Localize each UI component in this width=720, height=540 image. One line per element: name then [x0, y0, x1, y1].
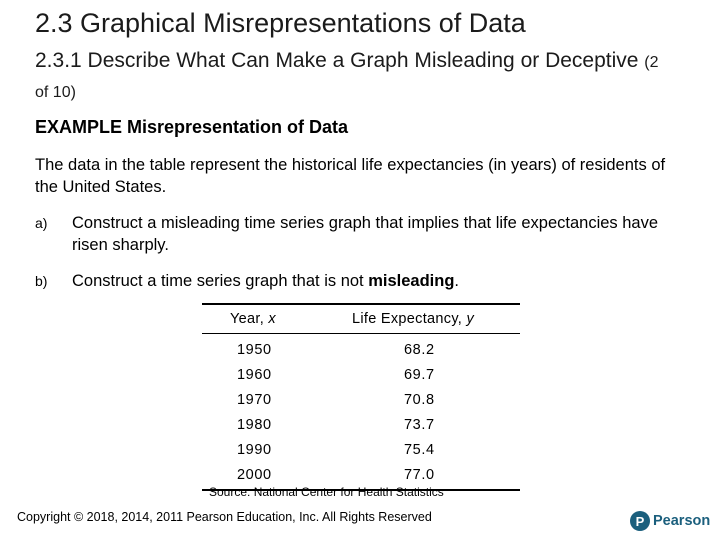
list-item-text-start: Construct a time series graph that is no… [72, 272, 369, 290]
intro-paragraph: The data in the table represent the hist… [35, 156, 666, 196]
table-row: 1980 73.7 [202, 412, 520, 437]
table-row: 1970 70.8 [202, 387, 520, 412]
copyright-notice: Copyright © 2018, 2014, 2011 Pearson Edu… [17, 510, 432, 524]
cell-life-expectancy: 70.8 [404, 391, 435, 408]
header-year: Year, x [202, 311, 308, 327]
table-body: 1950 68.2 1960 69.7 1970 70.8 1980 73.7 1990 75.4… [202, 337, 520, 489]
cell-life-expectancy: 69.7 [404, 366, 435, 383]
pearson-logo-text: Pearson [653, 513, 711, 529]
table-row: 1990 75.4 [202, 437, 520, 462]
table-row: 1950 68.2 [202, 337, 520, 362]
list-item-text-end: . [454, 272, 460, 290]
slide-title: 2.3 Graphical Misrepresentations of Data [35, 8, 526, 38]
list-item-text-bold: misleading [368, 272, 455, 290]
list-item-text: Construct a misleading time series graph… [72, 214, 659, 254]
cell-year: 1970 [237, 391, 272, 408]
cell-year: 1960 [237, 366, 272, 383]
example-heading: EXAMPLE Misrepresentation of Data [35, 117, 349, 137]
header-year-label: Year, [230, 311, 265, 327]
cell-year: 2000 [237, 466, 272, 483]
header-life-var: y [466, 311, 475, 327]
header-life-expectancy: Life Expectancy, y [308, 311, 520, 327]
cell-life-expectancy: 68.2 [404, 341, 435, 358]
list-marker: a) [35, 215, 48, 231]
table-source: Source: National Center for Health Stati… [209, 485, 444, 499]
list-item-text: Construct a time series graph that is no… [72, 270, 692, 292]
cell-life-expectancy: 75.4 [404, 441, 435, 458]
table-header: Year, x Life Expectancy, y [202, 305, 520, 334]
cell-year: 1990 [237, 441, 272, 458]
table-row: 2000 77.0 [202, 462, 520, 487]
subtitle-page-count: (2 of 10) [35, 54, 659, 101]
slide-subtitle: 2.3.1 Describe What Can Make a Graph Mis… [35, 47, 675, 107]
pearson-logo-icon: P [630, 511, 650, 531]
pearson-logo: P Pearson [630, 511, 710, 531]
subtitle-main: 2.3.1 Describe What Can Make a Graph Mis… [35, 49, 639, 72]
life-expectancy-table: Year, x Life Expectancy, y 1950 68.2 1960 6… [202, 303, 520, 491]
cell-year: 1950 [237, 341, 272, 358]
header-life-label: Life Expectancy, [352, 311, 463, 327]
cell-life-expectancy: 73.7 [404, 416, 435, 433]
list-marker: b) [35, 273, 48, 289]
cell-year: 1980 [237, 416, 272, 433]
cell-life-expectancy: 77.0 [404, 466, 435, 483]
table-row: 1960 69.7 [202, 362, 520, 387]
header-year-var: x [268, 311, 276, 327]
